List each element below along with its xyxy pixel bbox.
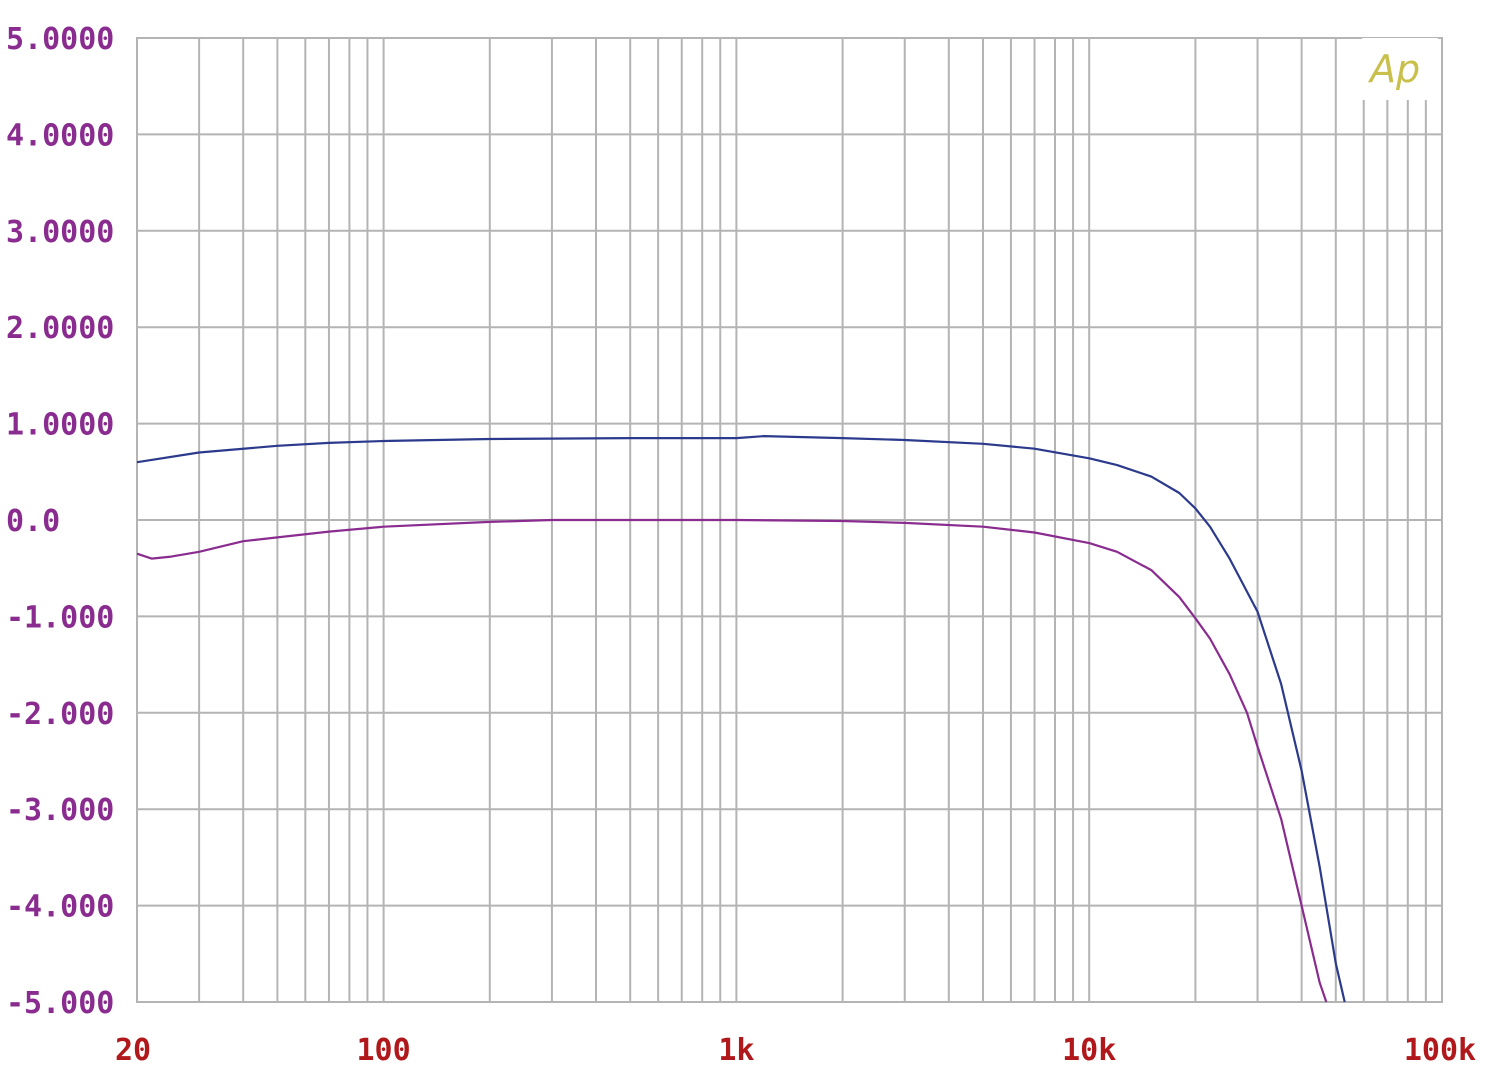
y-tick-label: -1.000: [6, 600, 114, 635]
x-tick-label: 20: [115, 1033, 151, 1068]
series-line-2: [137, 518, 1328, 1003]
x-tick-label: 1k: [718, 1033, 754, 1068]
ap-logo: Ap: [1367, 47, 1420, 91]
series-line-1: [137, 435, 1346, 1003]
x-tick-label: 10k: [1062, 1033, 1116, 1068]
y-tick-label: 5.0000: [6, 22, 114, 57]
y-tick-label: -2.000: [6, 697, 114, 732]
y-tick-label: 2.0000: [6, 311, 114, 346]
y-tick-label: 0.0: [6, 504, 60, 539]
y-tick-label: -4.000: [6, 890, 114, 925]
y-tick-label: -5.000: [6, 986, 114, 1021]
x-tick-label: 100: [357, 1033, 411, 1068]
logo-background: [1362, 38, 1438, 100]
x-tick-label: 100k: [1404, 1033, 1476, 1068]
plot-frame: [136, 37, 1443, 1003]
y-tick-label: 4.0000: [6, 118, 114, 153]
y-axis-tick-labels: 5.0000 4.0000 3.0000 2.0000 1.0000 0.0 -1.000 -…: [6, 22, 114, 1021]
x-axis-tick-labels: 20 100 1k 10k 100k: [115, 1033, 1476, 1068]
y-tick-label: -3.000: [6, 793, 114, 828]
y-tick-label: 3.0000: [6, 215, 114, 250]
y-tick-label: 1.0000: [6, 408, 114, 443]
series-lines: [137, 435, 1346, 1003]
